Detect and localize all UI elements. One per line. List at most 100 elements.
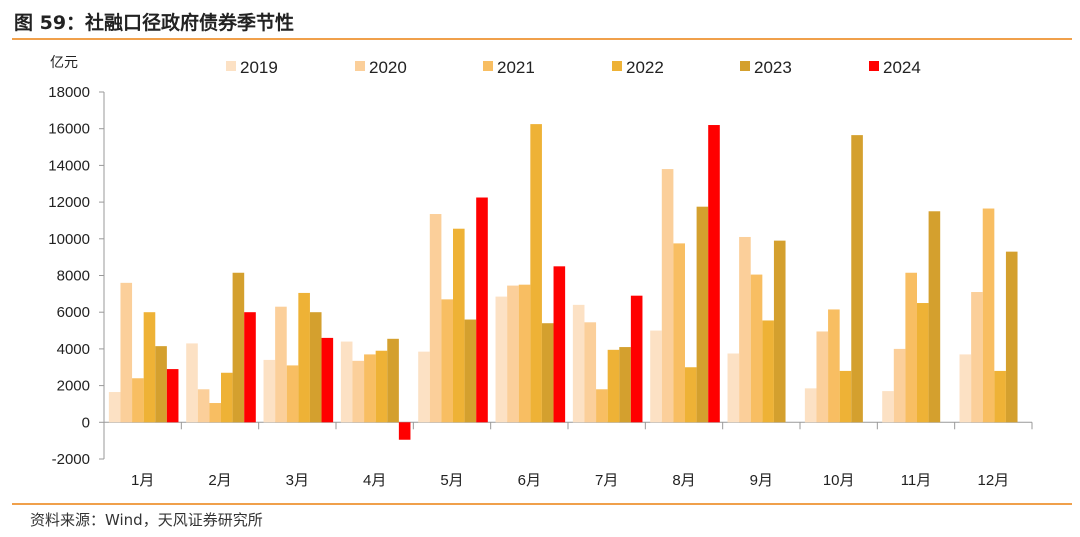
- legend-label-2024: 2024: [883, 58, 921, 77]
- bar-2022-11月: [917, 303, 929, 423]
- bar-2022-10月: [839, 370, 852, 423]
- bar-2019-9月: [727, 353, 740, 423]
- bar-2022-2月: [221, 372, 233, 423]
- bar-2020-3月: [275, 306, 287, 423]
- bar-2019-7月: [572, 304, 585, 423]
- bar-2023-6月: [541, 323, 554, 423]
- bar-2023-3月: [309, 312, 322, 423]
- legend-swatch-2019: [226, 61, 236, 71]
- y-tick-label: 10000: [48, 231, 90, 248]
- legend-swatch-2022: [612, 61, 622, 71]
- figure-title: 图 59：社融口径政府债券季节性: [14, 12, 295, 34]
- bar-2022-7月: [607, 349, 620, 423]
- bar-2020-7月: [584, 322, 597, 423]
- bar-2022-9月: [762, 320, 774, 423]
- bar-2023-7月: [619, 347, 631, 423]
- y-tick-label: 2000: [57, 378, 90, 395]
- bar-2023-11月: [928, 211, 941, 423]
- bar-2024-3月: [321, 337, 334, 423]
- bar-2024-2月: [244, 312, 256, 423]
- y-axis-unit-label: 亿元: [50, 54, 78, 70]
- bar-2019-6月: [495, 296, 508, 423]
- bar-2021-5月: [441, 299, 453, 423]
- bar-2019-11月: [882, 391, 894, 423]
- bar-2019-1月: [108, 392, 121, 423]
- y-tick-label: 12000: [48, 194, 90, 211]
- bar-2020-6月: [507, 285, 519, 423]
- bar-2022-5月: [453, 228, 465, 423]
- bar-2023-8月: [696, 206, 709, 423]
- legend-swatch-2024: [869, 61, 879, 71]
- bar-2019-10月: [804, 388, 817, 423]
- bar-2024-6月: [553, 266, 566, 423]
- bar-2021-10月: [828, 309, 840, 423]
- bar-2021-1月: [132, 378, 144, 423]
- legend-label-2019: 2019: [240, 58, 278, 77]
- y-tick-label: 6000: [57, 304, 90, 321]
- bar-2019-8月: [650, 330, 662, 423]
- bar-2023-12月: [1005, 251, 1018, 423]
- bar-2024-8月: [708, 125, 720, 423]
- bar-2022-4月: [375, 350, 388, 423]
- bar-2024-4月: [398, 422, 411, 440]
- x-tick-label: 10月: [823, 472, 855, 489]
- bar-2023-4月: [387, 338, 399, 423]
- bar-2019-2月: [186, 343, 198, 423]
- title-divider: [12, 38, 1072, 40]
- legend-swatch-2023: [740, 61, 750, 71]
- bar-2024-7月: [630, 295, 643, 423]
- bar-2021-11月: [905, 272, 917, 423]
- bar-2023-10月: [851, 135, 863, 423]
- x-tick-label: 5月: [440, 472, 463, 489]
- bar-2023-9月: [773, 240, 786, 423]
- bar-2024-1月: [166, 369, 179, 423]
- bar-2022-1月: [143, 312, 156, 423]
- bar-2022-12月: [994, 370, 1006, 423]
- bar-2021-2月: [209, 403, 221, 423]
- legend-label-2022: 2022: [626, 58, 664, 77]
- y-tick-label: 16000: [48, 121, 90, 138]
- bar-2021-12月: [982, 208, 995, 423]
- bar-2020-1月: [120, 282, 133, 423]
- legend-label-2021: 2021: [497, 58, 535, 77]
- x-tick-label: 7月: [595, 472, 618, 489]
- x-tick-label: 1月: [131, 472, 154, 489]
- x-tick-label: 12月: [977, 472, 1009, 489]
- bar-2020-5月: [429, 214, 442, 423]
- x-tick-label: 11月: [901, 472, 932, 489]
- bar-2020-11月: [893, 348, 906, 423]
- x-tick-label: 4月: [363, 472, 386, 489]
- bar-2021-7月: [596, 389, 608, 423]
- bar-2020-4月: [352, 360, 365, 423]
- bar-2021-3月: [286, 365, 299, 423]
- y-tick-label: 4000: [57, 341, 90, 358]
- bar-2023-1月: [155, 346, 167, 423]
- bar-2020-8月: [661, 169, 674, 423]
- bar-2021-6月: [518, 284, 531, 423]
- bar-2020-2月: [197, 389, 210, 423]
- bar-2020-9月: [739, 236, 751, 423]
- bar-2021-9月: [750, 274, 763, 423]
- legend-label-2020: 2020: [369, 58, 407, 77]
- bar-2024-5月: [476, 197, 488, 423]
- bar-2019-3月: [263, 359, 276, 423]
- x-tick-label: 3月: [286, 472, 309, 489]
- bar-2020-12月: [971, 292, 983, 423]
- y-tick-label: -2000: [52, 451, 90, 468]
- footer-divider: [12, 503, 1072, 505]
- bar-2021-4月: [364, 354, 376, 423]
- bar-2019-12月: [959, 354, 972, 423]
- bar-2022-3月: [298, 292, 310, 423]
- y-tick-label: 0: [82, 414, 90, 431]
- x-tick-label: 9月: [750, 472, 773, 489]
- bar-2019-5月: [418, 351, 430, 423]
- x-tick-label: 6月: [518, 472, 541, 489]
- y-tick-label: 14000: [48, 157, 90, 174]
- bar-2022-6月: [530, 124, 542, 423]
- legend-swatch-2021: [483, 61, 493, 71]
- bar-2022-8月: [685, 367, 697, 423]
- source-note: 资料来源：Wind，天风证券研究所: [30, 511, 263, 529]
- bar-2020-10月: [816, 331, 829, 423]
- bar-2021-8月: [673, 243, 685, 423]
